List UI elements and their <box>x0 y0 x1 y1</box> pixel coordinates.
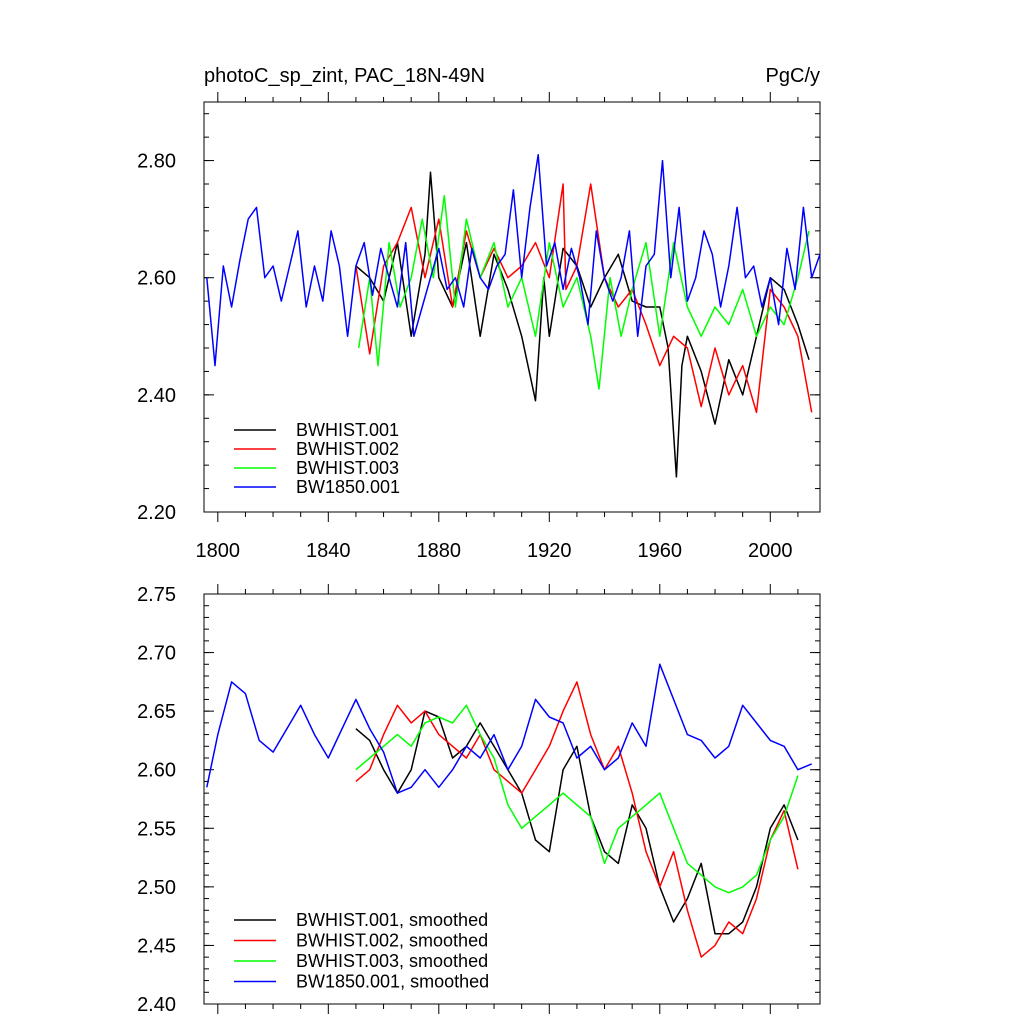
x-tick-label: 1960 <box>638 540 683 562</box>
x-tick-label: 1840 <box>306 540 351 562</box>
x-tick-label: 1800 <box>196 540 241 562</box>
series-line-3 <box>357 194 810 390</box>
y-tick-label: 2.65 <box>137 701 176 723</box>
legend-label: BWHIST.001 <box>296 420 399 440</box>
series-line-4 <box>206 153 821 367</box>
x-tick-label: 1880 <box>417 540 462 562</box>
top-title-right: PgC/y <box>766 65 820 87</box>
legend-label: BW1850.001 <box>296 477 400 497</box>
y-tick-label: 2.70 <box>137 643 176 665</box>
series-line-2 <box>355 681 799 958</box>
series-line-4 <box>206 663 812 794</box>
top-title-left: photoC_sp_zint, PAC_18N-49N <box>204 65 485 87</box>
bottom-panel: 2.40 2.45 2.50 2.55 2.60 2.65 2.70 2.75 BWHIST.0… <box>137 584 821 1016</box>
legend-label: BWHIST.002 <box>296 439 399 459</box>
y-tick-label: 2.60 <box>137 268 176 290</box>
y-tick-label: 2.40 <box>137 994 176 1016</box>
y-tick-label: 2.60 <box>137 760 176 782</box>
top-panel: photoC_sp_zint, PAC_18N-49N PgC/y 1800 18… <box>137 65 821 562</box>
x-tick-label: 2000 <box>748 540 793 562</box>
legend-label: BW1850.001, smoothed <box>296 972 489 992</box>
y-tick-label: 2.45 <box>137 935 176 957</box>
y-tick-label: 2.80 <box>137 151 176 173</box>
y-tick-label: 2.55 <box>137 818 176 840</box>
y-tick-label: 2.50 <box>137 877 176 899</box>
legend-label: BWHIST.003, smoothed <box>296 951 488 971</box>
y-tick-label: 2.75 <box>137 584 176 606</box>
legend-label: BWHIST.002, smoothed <box>296 931 488 951</box>
legend-label: BWHIST.003 <box>296 458 399 478</box>
series-line-1 <box>355 171 810 478</box>
plot-frame <box>203 593 821 1005</box>
x-tick-label: 1920 <box>527 540 572 562</box>
plot-frame <box>203 101 821 513</box>
y-tick-label: 2.40 <box>137 385 176 407</box>
y-tick-label: 2.20 <box>137 502 176 524</box>
legend-label: BWHIST.001, smoothed <box>296 910 488 930</box>
series-line-3 <box>355 704 799 894</box>
series-line-1 <box>355 710 799 935</box>
